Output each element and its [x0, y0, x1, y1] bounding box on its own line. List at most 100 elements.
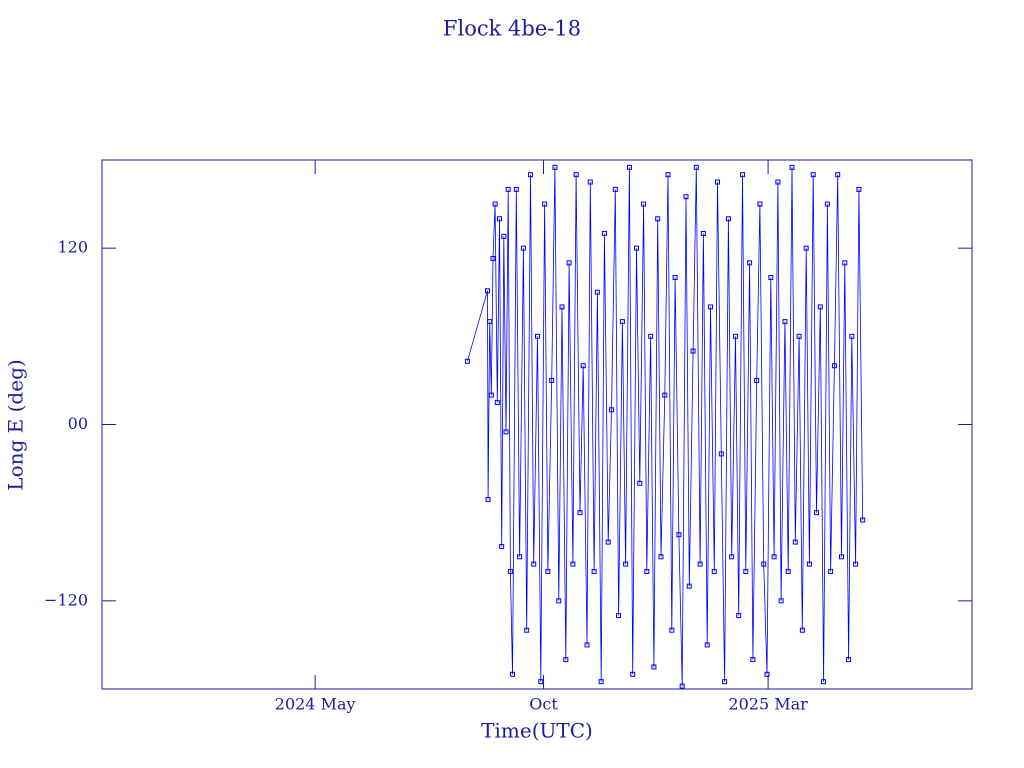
data-point	[853, 561, 859, 567]
data-point	[778, 598, 784, 604]
data-point	[587, 179, 593, 185]
data-point	[648, 333, 654, 339]
data-point	[764, 671, 770, 677]
data-point	[577, 510, 583, 516]
data-point	[856, 186, 862, 192]
data-point	[775, 179, 781, 185]
data-point	[556, 598, 562, 604]
data-point	[655, 216, 661, 222]
data-point	[503, 429, 509, 435]
data-point	[598, 679, 604, 685]
data-point	[505, 186, 511, 192]
data-point	[704, 642, 710, 648]
data-point	[651, 664, 657, 670]
y-tick-label: 120	[57, 238, 88, 257]
data-point	[464, 358, 470, 364]
plot-area	[464, 164, 866, 689]
data-point	[524, 627, 530, 633]
data-point	[740, 172, 746, 178]
data-point	[538, 679, 544, 685]
data-point	[828, 568, 834, 574]
data-point	[757, 201, 763, 207]
data-point	[608, 407, 614, 413]
data-point	[605, 539, 611, 545]
data-point	[761, 561, 767, 567]
y-tick-label: −120	[44, 590, 88, 609]
data-point	[485, 496, 491, 502]
data-point	[697, 561, 703, 567]
data-point	[835, 172, 841, 178]
data-point	[813, 510, 819, 516]
data-point	[842, 260, 848, 266]
data-point	[594, 289, 600, 295]
data-point	[821, 679, 827, 685]
data-point	[580, 363, 586, 369]
data-point	[729, 554, 735, 560]
data-point	[490, 255, 496, 261]
data-point	[492, 201, 498, 207]
data-point	[665, 172, 671, 178]
data-point	[803, 245, 809, 251]
data-point	[641, 201, 647, 207]
data-point	[846, 657, 852, 663]
data-point	[545, 568, 551, 574]
data-point	[570, 561, 576, 567]
x-tick-label: 2024 May	[275, 695, 356, 714]
data-point	[771, 554, 777, 560]
data-point	[549, 377, 555, 383]
data-point	[785, 568, 791, 574]
data-point	[634, 245, 640, 251]
data-point	[722, 679, 728, 685]
data-point	[662, 392, 668, 398]
data-point	[711, 568, 717, 574]
data-point	[630, 671, 636, 677]
data-point	[700, 230, 706, 236]
data-point	[679, 683, 685, 689]
data-point	[559, 304, 565, 310]
data-point	[563, 657, 569, 663]
x-axis-label: Time(UTC)	[481, 719, 593, 743]
x-tick-label: Oct	[529, 695, 558, 714]
data-point	[683, 194, 689, 200]
data-point	[732, 333, 738, 339]
data-point	[626, 164, 632, 170]
data-point	[501, 233, 507, 239]
data-point	[718, 451, 724, 457]
data-point	[591, 568, 597, 574]
data-point	[690, 348, 696, 354]
data-point	[520, 245, 526, 251]
data-point	[831, 363, 837, 369]
data-point	[513, 186, 519, 192]
data-point	[507, 568, 513, 574]
data-point	[676, 532, 682, 538]
data-point	[789, 164, 795, 170]
data-point	[623, 561, 629, 567]
y-tick-label: 00	[68, 414, 88, 433]
data-point	[496, 216, 502, 222]
data-point	[637, 480, 643, 486]
data-point	[715, 179, 721, 185]
data-point	[817, 304, 823, 310]
data-point	[796, 333, 802, 339]
data-point	[860, 517, 866, 523]
chart-title: Flock 4be-18	[443, 17, 581, 41]
data-point	[619, 319, 625, 325]
data-point	[693, 164, 699, 170]
data-point	[768, 275, 774, 281]
data-point	[566, 260, 572, 266]
data-point	[669, 627, 675, 633]
data-point	[839, 554, 844, 560]
data-point	[824, 201, 830, 207]
data-point	[542, 201, 548, 207]
data-point	[510, 671, 516, 677]
data-point	[616, 613, 622, 619]
data-point	[601, 230, 607, 236]
data-point	[750, 657, 756, 663]
x-tick-label: 2025 Mar	[728, 695, 808, 714]
data-point	[535, 333, 541, 339]
data-point	[487, 319, 493, 325]
data-point	[736, 613, 742, 619]
data-point	[584, 642, 590, 648]
